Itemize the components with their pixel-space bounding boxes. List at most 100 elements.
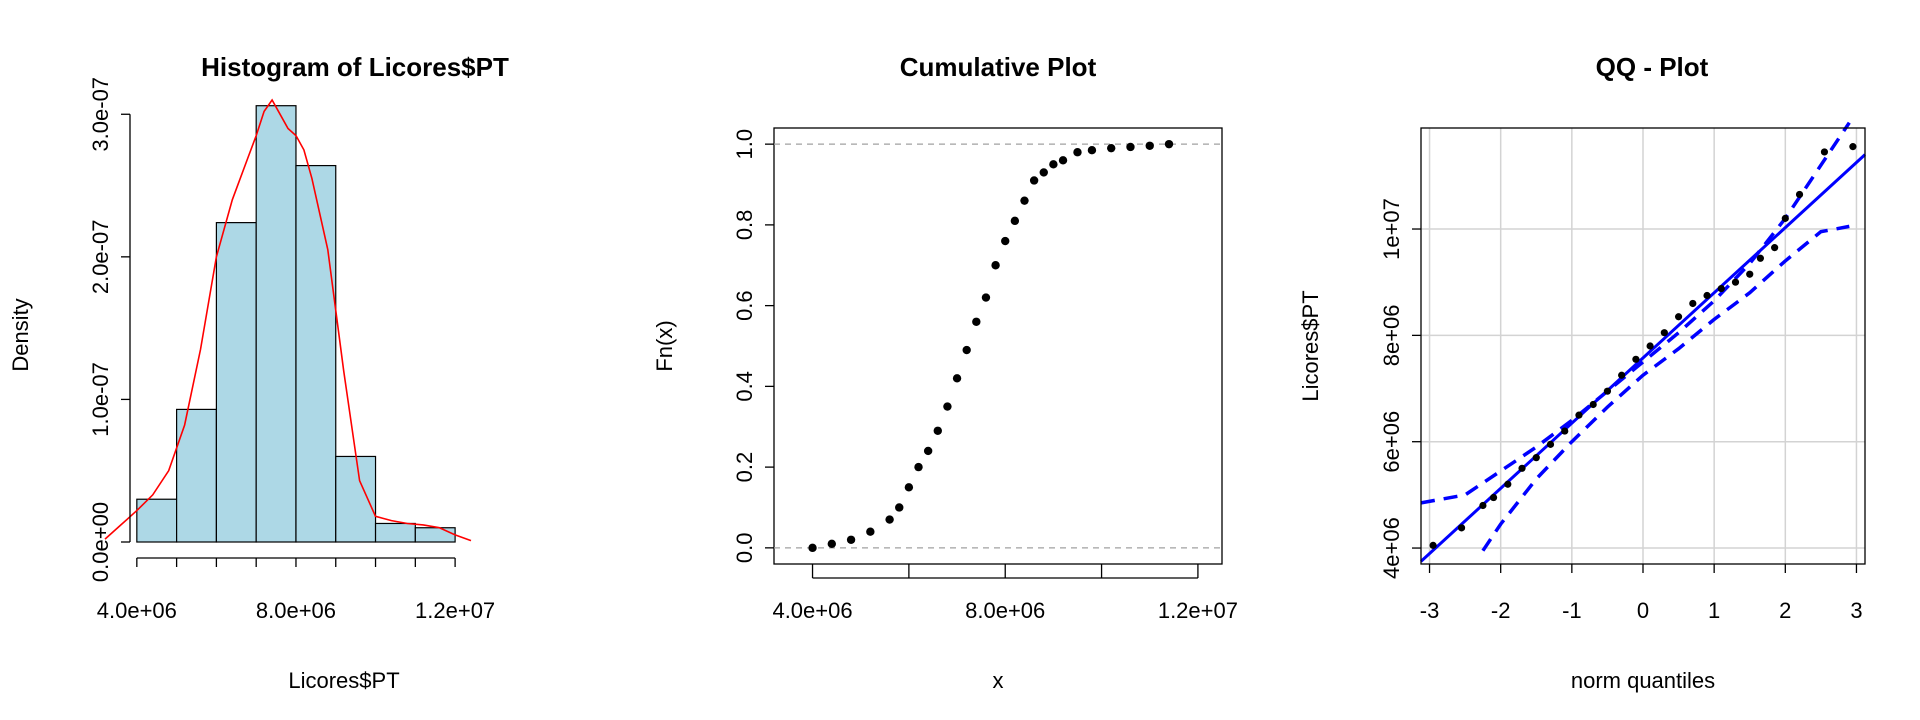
y-tick-label: 0.8 bbox=[732, 210, 757, 241]
qq-panel: QQ - Plot -3 -2 -1 0 1 2 3 4e+06 6e+06 8e+06 1e+0… bbox=[1298, 52, 1867, 693]
y-tick-label: 0.0 bbox=[732, 533, 757, 564]
histogram-bar bbox=[136, 498, 178, 543]
y-tick-label: 1.0e-07 bbox=[88, 362, 113, 437]
ecdf-point bbox=[885, 515, 894, 524]
cumulative-panel: Cumulative Plot 4.0e+06 8.0e+06 1.2e+07 0.… bbox=[652, 52, 1238, 693]
ecdf-point bbox=[1058, 156, 1068, 165]
confidence-envelope-lower bbox=[1481, 224, 1850, 552]
ecdf-points bbox=[808, 139, 1174, 553]
cumulative-y-label: Fn(x) bbox=[652, 320, 677, 371]
ecdf-point bbox=[914, 462, 923, 472]
histogram-panel: Histogram of Licores$PT 4.0e+06 8.0e+06 1.… bbox=[8, 52, 509, 693]
x-tick-label: 8.0e+06 bbox=[256, 598, 336, 623]
x-tick-label: 8.0e+06 bbox=[965, 598, 1045, 623]
ecdf-point bbox=[981, 293, 991, 302]
y-tick-label: 8e+06 bbox=[1379, 304, 1404, 366]
ecdf-point bbox=[952, 374, 962, 383]
x-tick-label: -2 bbox=[1491, 598, 1511, 623]
y-tick-label: 0.0e+00 bbox=[88, 502, 113, 582]
ecdf-point bbox=[1010, 216, 1020, 226]
qq-point bbox=[1589, 400, 1597, 409]
cumulative-title: Cumulative Plot bbox=[900, 52, 1097, 82]
ecdf-point bbox=[904, 483, 914, 492]
y-tick-label: 6e+06 bbox=[1379, 411, 1404, 473]
histogram-bars bbox=[136, 105, 456, 543]
qq-point bbox=[1731, 278, 1740, 286]
qq-point bbox=[1795, 190, 1804, 199]
qq-point bbox=[1504, 480, 1512, 488]
qq-point bbox=[1632, 355, 1640, 363]
qq-grid bbox=[1421, 128, 1865, 564]
ecdf-point bbox=[1107, 143, 1116, 153]
qq-point bbox=[1849, 143, 1857, 151]
x-tick-label: 4.0e+06 bbox=[97, 598, 177, 623]
histogram-bar bbox=[255, 105, 297, 543]
qq-point bbox=[1532, 454, 1540, 462]
qq-point bbox=[1489, 493, 1498, 502]
ecdf-point bbox=[972, 317, 981, 326]
qq-point bbox=[1771, 244, 1779, 252]
histogram-bar bbox=[295, 164, 337, 543]
x-tick-label: 0 bbox=[1637, 598, 1649, 623]
histogram-y-label: Density bbox=[8, 298, 33, 371]
qq-points bbox=[1429, 143, 1857, 549]
qq-point bbox=[1703, 291, 1711, 300]
ecdf-point bbox=[1073, 148, 1082, 157]
qq-point bbox=[1546, 440, 1555, 448]
ecdf-point bbox=[943, 402, 952, 411]
qq-point bbox=[1561, 427, 1569, 435]
density-curve bbox=[104, 98, 472, 542]
y-tick-label: 4e+06 bbox=[1379, 517, 1404, 579]
reference-lines bbox=[774, 143, 1222, 549]
histogram-x-axis: 4.0e+06 8.0e+06 1.2e+07 bbox=[97, 557, 495, 623]
x-tick-label: 2 bbox=[1779, 598, 1791, 623]
qq-point bbox=[1756, 254, 1765, 262]
ecdf-point bbox=[991, 261, 1000, 270]
cumulative-x-label: x bbox=[993, 668, 1004, 693]
ecdf-point bbox=[827, 539, 837, 549]
ecdf-point bbox=[1145, 141, 1154, 150]
qq-point bbox=[1429, 541, 1437, 549]
x-tick-label: -3 bbox=[1420, 598, 1440, 623]
qq-x-axis: -3 -2 -1 0 1 2 3 bbox=[1420, 564, 1863, 623]
qq-point bbox=[1717, 284, 1725, 293]
ecdf-point bbox=[1001, 236, 1010, 246]
ecdf-point bbox=[962, 345, 971, 355]
y-tick-label: 0.6 bbox=[732, 290, 757, 321]
histogram-y-axis: 0.0e+00 1.0e-07 2.0e-07 3.0e-07 bbox=[88, 77, 131, 582]
x-tick-label: 1.2e+07 bbox=[415, 598, 495, 623]
qq-point bbox=[1689, 299, 1697, 308]
qq-point bbox=[1479, 501, 1487, 510]
ecdf-point bbox=[1029, 176, 1039, 185]
qq-point bbox=[1518, 464, 1526, 472]
histogram-x-label: Licores$PT bbox=[288, 668, 399, 693]
ecdf-point bbox=[1039, 168, 1048, 177]
cumulative-plot-box bbox=[773, 127, 1223, 565]
histogram-bar bbox=[374, 522, 416, 543]
qq-point bbox=[1674, 313, 1683, 321]
qq-point bbox=[1746, 270, 1754, 278]
ecdf-point bbox=[895, 503, 904, 512]
qq-point bbox=[1603, 387, 1612, 395]
x-tick-label: 3 bbox=[1850, 598, 1862, 623]
histogram-title: Histogram of Licores$PT bbox=[201, 52, 509, 82]
qq-x-label: norm quantiles bbox=[1571, 668, 1715, 693]
ecdf-point bbox=[1020, 196, 1029, 205]
qq-point bbox=[1820, 148, 1829, 156]
ecdf-point bbox=[866, 527, 875, 536]
qq-point bbox=[1575, 411, 1583, 419]
qq-title: QQ - Plot bbox=[1596, 52, 1709, 82]
y-tick-label: 3.0e-07 bbox=[88, 77, 113, 152]
y-tick-label: 0.4 bbox=[732, 371, 757, 402]
ecdf-point bbox=[923, 446, 933, 456]
y-tick-label: 0.2 bbox=[732, 452, 757, 483]
qq-point bbox=[1457, 524, 1466, 532]
qq-point bbox=[1646, 342, 1654, 350]
qq-fit-line bbox=[1419, 153, 1867, 563]
ecdf-point bbox=[1049, 160, 1058, 169]
ecdf-point bbox=[1087, 146, 1097, 155]
qq-point bbox=[1618, 371, 1626, 379]
y-tick-label: 2.0e-07 bbox=[88, 220, 113, 295]
